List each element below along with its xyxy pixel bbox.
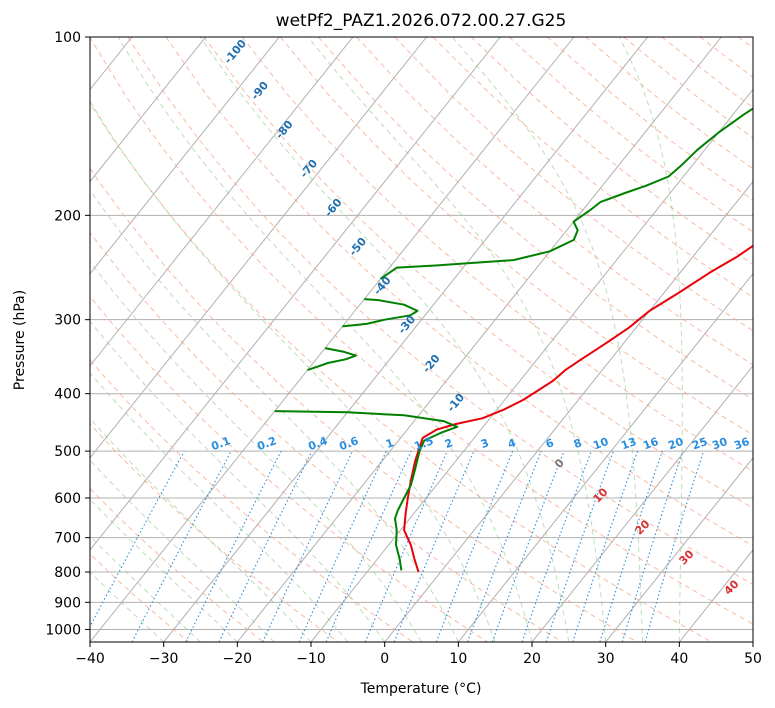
x-tick-label: 10 <box>449 651 467 667</box>
moist-adiabat-line <box>90 260 422 642</box>
mixing-ratio-label: 0.2 <box>255 434 278 453</box>
x-axis-title: Temperature (°C) <box>360 681 482 697</box>
mixing-ratio-label: 1 <box>384 436 396 451</box>
mixing-ratio-label: 2 <box>443 436 455 451</box>
dry-adiabat-line <box>165 37 753 547</box>
moist-adiabat-line <box>117 37 533 642</box>
y-tick-label: 100 <box>54 30 81 46</box>
moist-adiabat-line <box>90 189 459 642</box>
y-tick-label: 700 <box>54 531 81 547</box>
x-tick-label: −10 <box>296 651 326 667</box>
y-axis-title: Pressure (hPa) <box>12 290 28 390</box>
mixing-ratio-line <box>545 450 614 642</box>
mixing-ratio-label: 3 <box>479 436 491 451</box>
isotherm-line <box>531 364 753 642</box>
y-tick-label: 900 <box>54 595 81 611</box>
mixing-ratio-line <box>644 450 705 642</box>
dry-adiabat-line <box>90 553 190 642</box>
isotherm-line <box>90 37 280 275</box>
mixing-ratio-line <box>621 450 684 642</box>
mixing-ratio-label: 1.5 <box>412 434 435 453</box>
dry-adiabat-line <box>90 37 753 625</box>
dry-adiabat-line <box>127 37 753 585</box>
mixing-ratio-line <box>364 450 448 642</box>
mixing-ratio-label: 10 <box>591 435 610 453</box>
mixing-ratio-label: 13 <box>619 435 638 452</box>
mixing-ratio-line <box>185 450 282 642</box>
mixing-ratio-label: 6 <box>544 436 556 451</box>
dewpoint-profile-line <box>342 298 419 328</box>
dry-adiabat-line <box>90 102 712 642</box>
background-reference-lines <box>90 37 753 642</box>
mixing-ratio-label: 25 <box>690 435 709 452</box>
x-tick-label: 30 <box>597 651 615 667</box>
dry-adiabat-line <box>203 37 753 509</box>
mixing-ratio-line <box>521 450 592 642</box>
x-tick-label: −30 <box>149 651 179 667</box>
moist-adiabat-line <box>90 372 349 642</box>
mixing-ratio-line <box>325 450 412 642</box>
dry-adiabat-line <box>90 487 264 642</box>
y-tick-label: 600 <box>54 491 81 507</box>
moist-adiabat-line <box>307 37 607 642</box>
dry-adiabat-line <box>90 231 563 642</box>
moist-adiabat-line <box>90 100 496 642</box>
x-tick-label: −40 <box>75 651 105 667</box>
x-tick-label: 0 <box>380 651 389 667</box>
mixing-ratio-line <box>435 450 514 642</box>
y-tick-label: 500 <box>54 444 81 460</box>
plot-frame <box>89 36 754 643</box>
y-tick-label: 200 <box>54 208 81 224</box>
mixing-ratio-label: 16 <box>641 435 660 453</box>
isotherm-line <box>163 37 649 642</box>
isotherm-line <box>457 272 753 642</box>
isotherm-line <box>90 37 207 183</box>
x-tick-label: 50 <box>744 651 762 667</box>
mixing-ratio-label: 30 <box>710 435 729 453</box>
isotherm-line <box>236 37 722 642</box>
mixing-ratio-line <box>491 450 565 642</box>
x-tick-label: 20 <box>523 651 541 667</box>
y-tick-label: 300 <box>54 313 81 329</box>
moist-adiabat-line <box>618 37 683 642</box>
mixing-ratio-line <box>599 450 663 642</box>
isotherm-line <box>384 180 753 642</box>
isotherm-line <box>90 37 428 459</box>
mixing-ratio-label: 20 <box>666 435 685 453</box>
dewpoint-profile-line <box>274 410 459 571</box>
dewpoint-profile-line <box>307 347 357 372</box>
mixing-ratio-line <box>466 450 542 642</box>
isotherm-line <box>90 37 354 367</box>
series-layer <box>274 107 753 573</box>
isotherm-line <box>90 37 501 551</box>
mixing-ratio-label: 0.1 <box>209 434 232 453</box>
isotherm-line <box>605 457 753 642</box>
dry-adiabat-line <box>90 423 339 642</box>
dewpoint-profile-line <box>379 107 753 280</box>
y-axis: 100 200 300 400 500 600 700 800 900 1000 <box>45 30 90 638</box>
moist-adiabat-line <box>90 417 312 642</box>
dry-adiabat-line <box>90 295 488 642</box>
mixing-ratio-label: 4 <box>506 436 518 451</box>
x-tick-label: 40 <box>670 651 688 667</box>
mixing-ratio-label: 0.6 <box>337 434 360 453</box>
mixing-ratio-line <box>90 450 185 628</box>
y-tick-label: 1000 <box>45 622 81 638</box>
mixing-ratio-label: 36 <box>732 435 751 453</box>
mixing-ratio-line <box>393 450 475 642</box>
y-tick-label: 400 <box>54 387 81 403</box>
chart-title: wetPf2_PAZ1.2026.072.00.27.G25 <box>276 11 567 31</box>
mixing-ratio-label: 8 <box>572 436 584 451</box>
mixing-ratio-label: 0.4 <box>306 434 329 453</box>
mixing-ratio-line <box>572 450 639 642</box>
x-tick-label: −20 <box>223 651 253 667</box>
y-tick-label: 800 <box>54 565 81 581</box>
moist-adiabat-line <box>90 320 386 642</box>
moist-adiabat-line <box>451 37 643 642</box>
x-axis: −40 −30 −20 −10 0 10 20 30 40 50 <box>75 642 762 667</box>
